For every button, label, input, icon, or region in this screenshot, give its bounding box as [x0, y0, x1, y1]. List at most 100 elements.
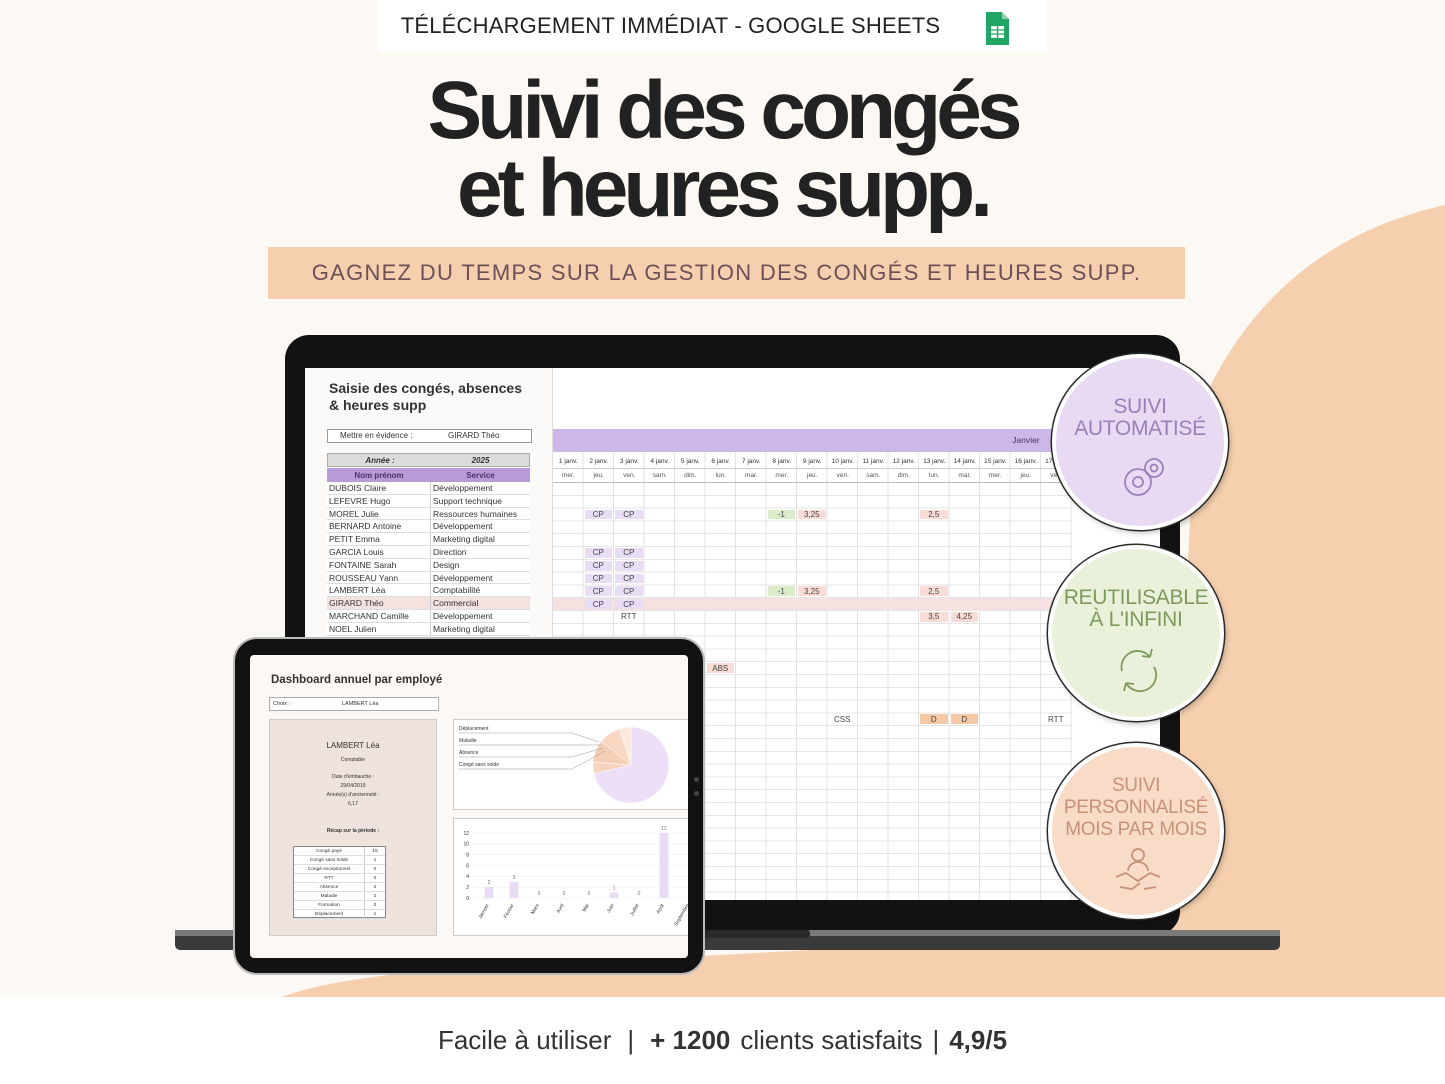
tablet-screen: Dashboard annuel par employé Choix : LAMBE… [250, 655, 688, 958]
employee-service: Support technique [433, 495, 502, 506]
cell: CP [615, 548, 643, 558]
cell: CP [584, 586, 612, 597]
cell: 2,5 [920, 509, 948, 520]
date-label: 5 janv. [680, 457, 700, 465]
cell-text: CSS [834, 714, 851, 724]
date-label: 2 janv. [589, 457, 609, 465]
employee-row: LEFEVRE Hugo Support technique [327, 494, 530, 508]
cell-text: D [961, 714, 968, 724]
recap-value: 15 [364, 847, 385, 856]
recap-table: Congé payé 15 Congé sans solde 1 Congé excep… [293, 846, 386, 919]
recap-value: 0 [364, 874, 385, 883]
day-label: mer. [988, 472, 1002, 479]
cell: CP [615, 586, 643, 597]
x-tick-label: Février [503, 903, 516, 920]
cell-text: CP [592, 599, 604, 609]
employee-name: NOEL Julien [329, 623, 377, 634]
x-tick-label: Juin [606, 903, 616, 914]
employee-service: Commercial [433, 598, 479, 609]
day-label: mer. [775, 472, 789, 479]
cell-text: -1 [777, 586, 785, 596]
day-label: ven. [623, 472, 636, 479]
col-divider [430, 558, 431, 571]
employee-row: BERNARD Antoine Développement [327, 520, 530, 534]
bar-panel: 0 2 4 6 8 10 12 2 Janvier 3 Février 0 Mars 0 Avril 0 Mai… [453, 818, 688, 936]
cell-text: 4,25 [956, 612, 973, 622]
pie-label: Maladie [459, 738, 477, 744]
y-tick-label: 4 [466, 874, 469, 880]
cell: CP [584, 599, 612, 609]
cell: RTT [1042, 714, 1070, 724]
pie-slice [619, 726, 632, 766]
day-label: ven. [836, 472, 849, 479]
sheets-icon [986, 12, 1009, 45]
banner-text: TÉLÉCHARGEMENT IMMÉDIAT - GOOGLE SHEETS [400, 13, 941, 38]
cell: 4,25 [950, 612, 978, 622]
cell-text: 2,5 [928, 509, 940, 519]
day-label: mar. [744, 472, 758, 479]
pie-label: Congé sans solde [459, 762, 499, 768]
cell-text: 2,5 [928, 586, 940, 596]
y-tick-label: 8 [466, 852, 469, 858]
employee-row: PETIT Emma Marketing digital [327, 533, 530, 546]
recap-category: Congé exceptionnel [294, 865, 364, 874]
tablet: Dashboard annuel par employé Choix : LAMBE… [233, 637, 705, 975]
cell-text: 3,25 [803, 509, 820, 519]
employee-service: Développement [433, 521, 493, 532]
date-label: 15 janv. [984, 457, 1007, 465]
employee-row: LAMBERT Léa Comptabilité [327, 584, 530, 598]
day-label: lun. [929, 472, 940, 479]
leader-line [459, 732, 600, 743]
bar [609, 892, 619, 898]
date-label: 14 janv. [953, 457, 976, 465]
employee-name: ROUSSEAU Yann [329, 572, 399, 583]
cell-text: CP [592, 548, 604, 558]
cell: D [920, 714, 948, 725]
date-label: 16 janv. [1014, 457, 1037, 465]
header-line [553, 468, 1072, 469]
chart: Déplacement Maladie Absence Congé sans sold… [459, 726, 670, 804]
value-label: 2 [488, 880, 491, 886]
recap-value: 2 [364, 892, 385, 901]
client-count: + 1200 [650, 1024, 731, 1055]
employee-row: ROUSSEAU Yann Développement [327, 571, 530, 585]
employee-service: Développement [433, 611, 493, 621]
leader-line [459, 750, 606, 770]
cell-text: CP [623, 548, 635, 558]
recap-value: 0 [364, 901, 385, 910]
day-label: sam. [866, 472, 881, 479]
hire-date: 29/04/2019 [340, 783, 366, 789]
cell: CP [584, 573, 612, 584]
cell: CP [615, 509, 643, 520]
gear-icon [1149, 463, 1159, 473]
day-label: dim. [897, 472, 910, 479]
col-divider [430, 533, 431, 546]
recap-category: Maladie [294, 892, 364, 901]
col-divider [430, 507, 431, 520]
day-label: jeu. [1020, 472, 1031, 479]
separator: | [932, 1024, 940, 1055]
cell-text: -1 [777, 509, 785, 519]
value-label: 12 [661, 826, 667, 832]
col-divider [430, 482, 431, 494]
hire-label: Date d'embauche : [332, 774, 374, 780]
y-tick-label: 0 [466, 896, 469, 902]
footer-band [0, 997, 1445, 1084]
title-line: Suivi des congés [427, 65, 1023, 156]
footer-text: clients satisfaits [740, 1024, 923, 1055]
subtitle: GAGNEZ DU TEMPS SUR LA GESTION DES CONGÉ… [311, 260, 1142, 285]
col-divider [430, 520, 431, 533]
day-label: jeu. [593, 472, 604, 479]
employee-service: Marketing digital [433, 534, 495, 545]
employee-row: NOEL Julien Marketing digital [327, 622, 530, 636]
chart [1120, 648, 1157, 692]
employee-service: Comptabilité [433, 585, 481, 596]
dashboard-title: Dashboard annuel par employé [271, 674, 443, 686]
cell-text: 3,25 [803, 586, 820, 596]
day-label: jeu. [807, 472, 818, 479]
footer-text: Facile à utiliser [437, 1024, 612, 1055]
col-divider [430, 546, 431, 558]
badge: SUIVI AUTOMATISÉ [1052, 354, 1228, 530]
employee-row: DUBOIS Claire Développement [327, 482, 530, 495]
day-label: mar. [958, 472, 972, 479]
